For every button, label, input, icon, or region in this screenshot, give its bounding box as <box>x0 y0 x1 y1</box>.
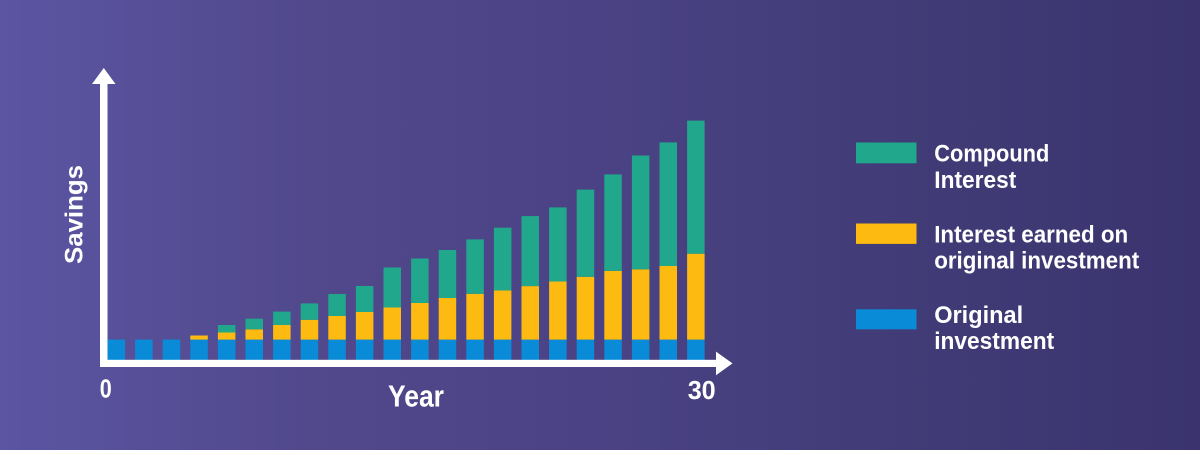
svg-text:Savings: Savings <box>61 165 89 264</box>
svg-text:original investment: original investment <box>934 247 1139 274</box>
svg-text:Interest: Interest <box>934 167 1016 194</box>
svg-text:Compound: Compound <box>934 141 1049 168</box>
svg-text:0: 0 <box>100 376 112 404</box>
svg-text:Year: Year <box>388 379 444 414</box>
svg-text:Original: Original <box>934 302 1023 329</box>
svg-text:Interest earned on: Interest earned on <box>934 221 1128 248</box>
svg-text:30: 30 <box>688 375 716 405</box>
svg-text:investment: investment <box>934 328 1054 355</box>
